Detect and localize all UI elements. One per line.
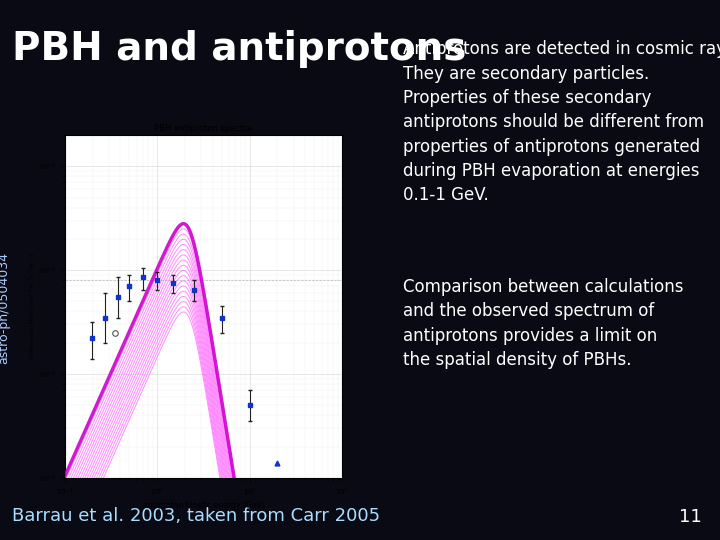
- X-axis label: antiproton kinetic energy (GeV): antiproton kinetic energy (GeV): [143, 501, 264, 510]
- Text: astro-ph/0504034: astro-ph/0504034: [0, 252, 10, 364]
- Title: PBH antiproton spectra: PBH antiproton spectra: [155, 124, 252, 133]
- Text: Barrau et al. 2003, taken from Carr 2005: Barrau et al. 2003, taken from Carr 2005: [12, 507, 379, 524]
- Text: PBH and antiprotons: PBH and antiprotons: [12, 30, 466, 68]
- Text: Antiprotons are detected in cosmic rays.
They are secondary particles.
Propertie: Antiprotons are detected in cosmic rays.…: [403, 40, 720, 204]
- Text: 11: 11: [679, 509, 702, 526]
- Y-axis label: differential flux (GeV⁻¹m⁻²s⁻¹sr⁻¹): differential flux (GeV⁻¹m⁻²s⁻¹sr⁻¹): [29, 254, 35, 359]
- Text: Comparison between calculations
and the observed spectrum of
antiprotons provide: Comparison between calculations and the …: [403, 278, 684, 369]
